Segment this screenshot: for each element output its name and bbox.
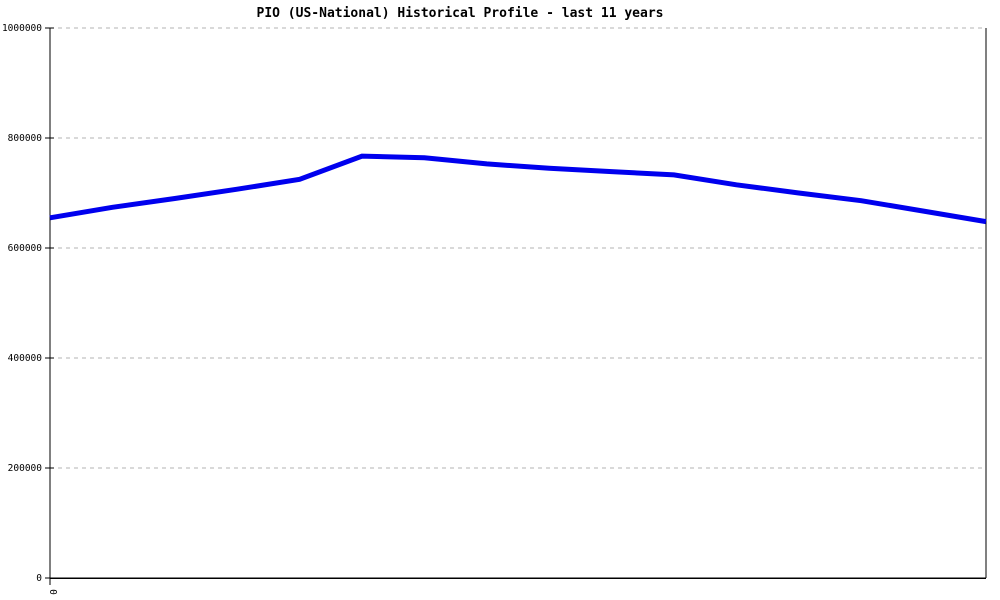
chart-title: PIO (US-National) Historical Profile - l…: [256, 6, 664, 21]
profile-line: [49, 153, 987, 225]
y-tick-label: 600000: [8, 243, 43, 254]
y-tick-label: 400000: [8, 353, 43, 364]
y-tick-label: 1000000: [2, 23, 42, 34]
y-tick-label: 800000: [8, 133, 43, 144]
y-tick-label: 200000: [8, 463, 43, 474]
x-tick-label: 0: [47, 589, 58, 595]
y-tick-label: 0: [36, 573, 42, 584]
